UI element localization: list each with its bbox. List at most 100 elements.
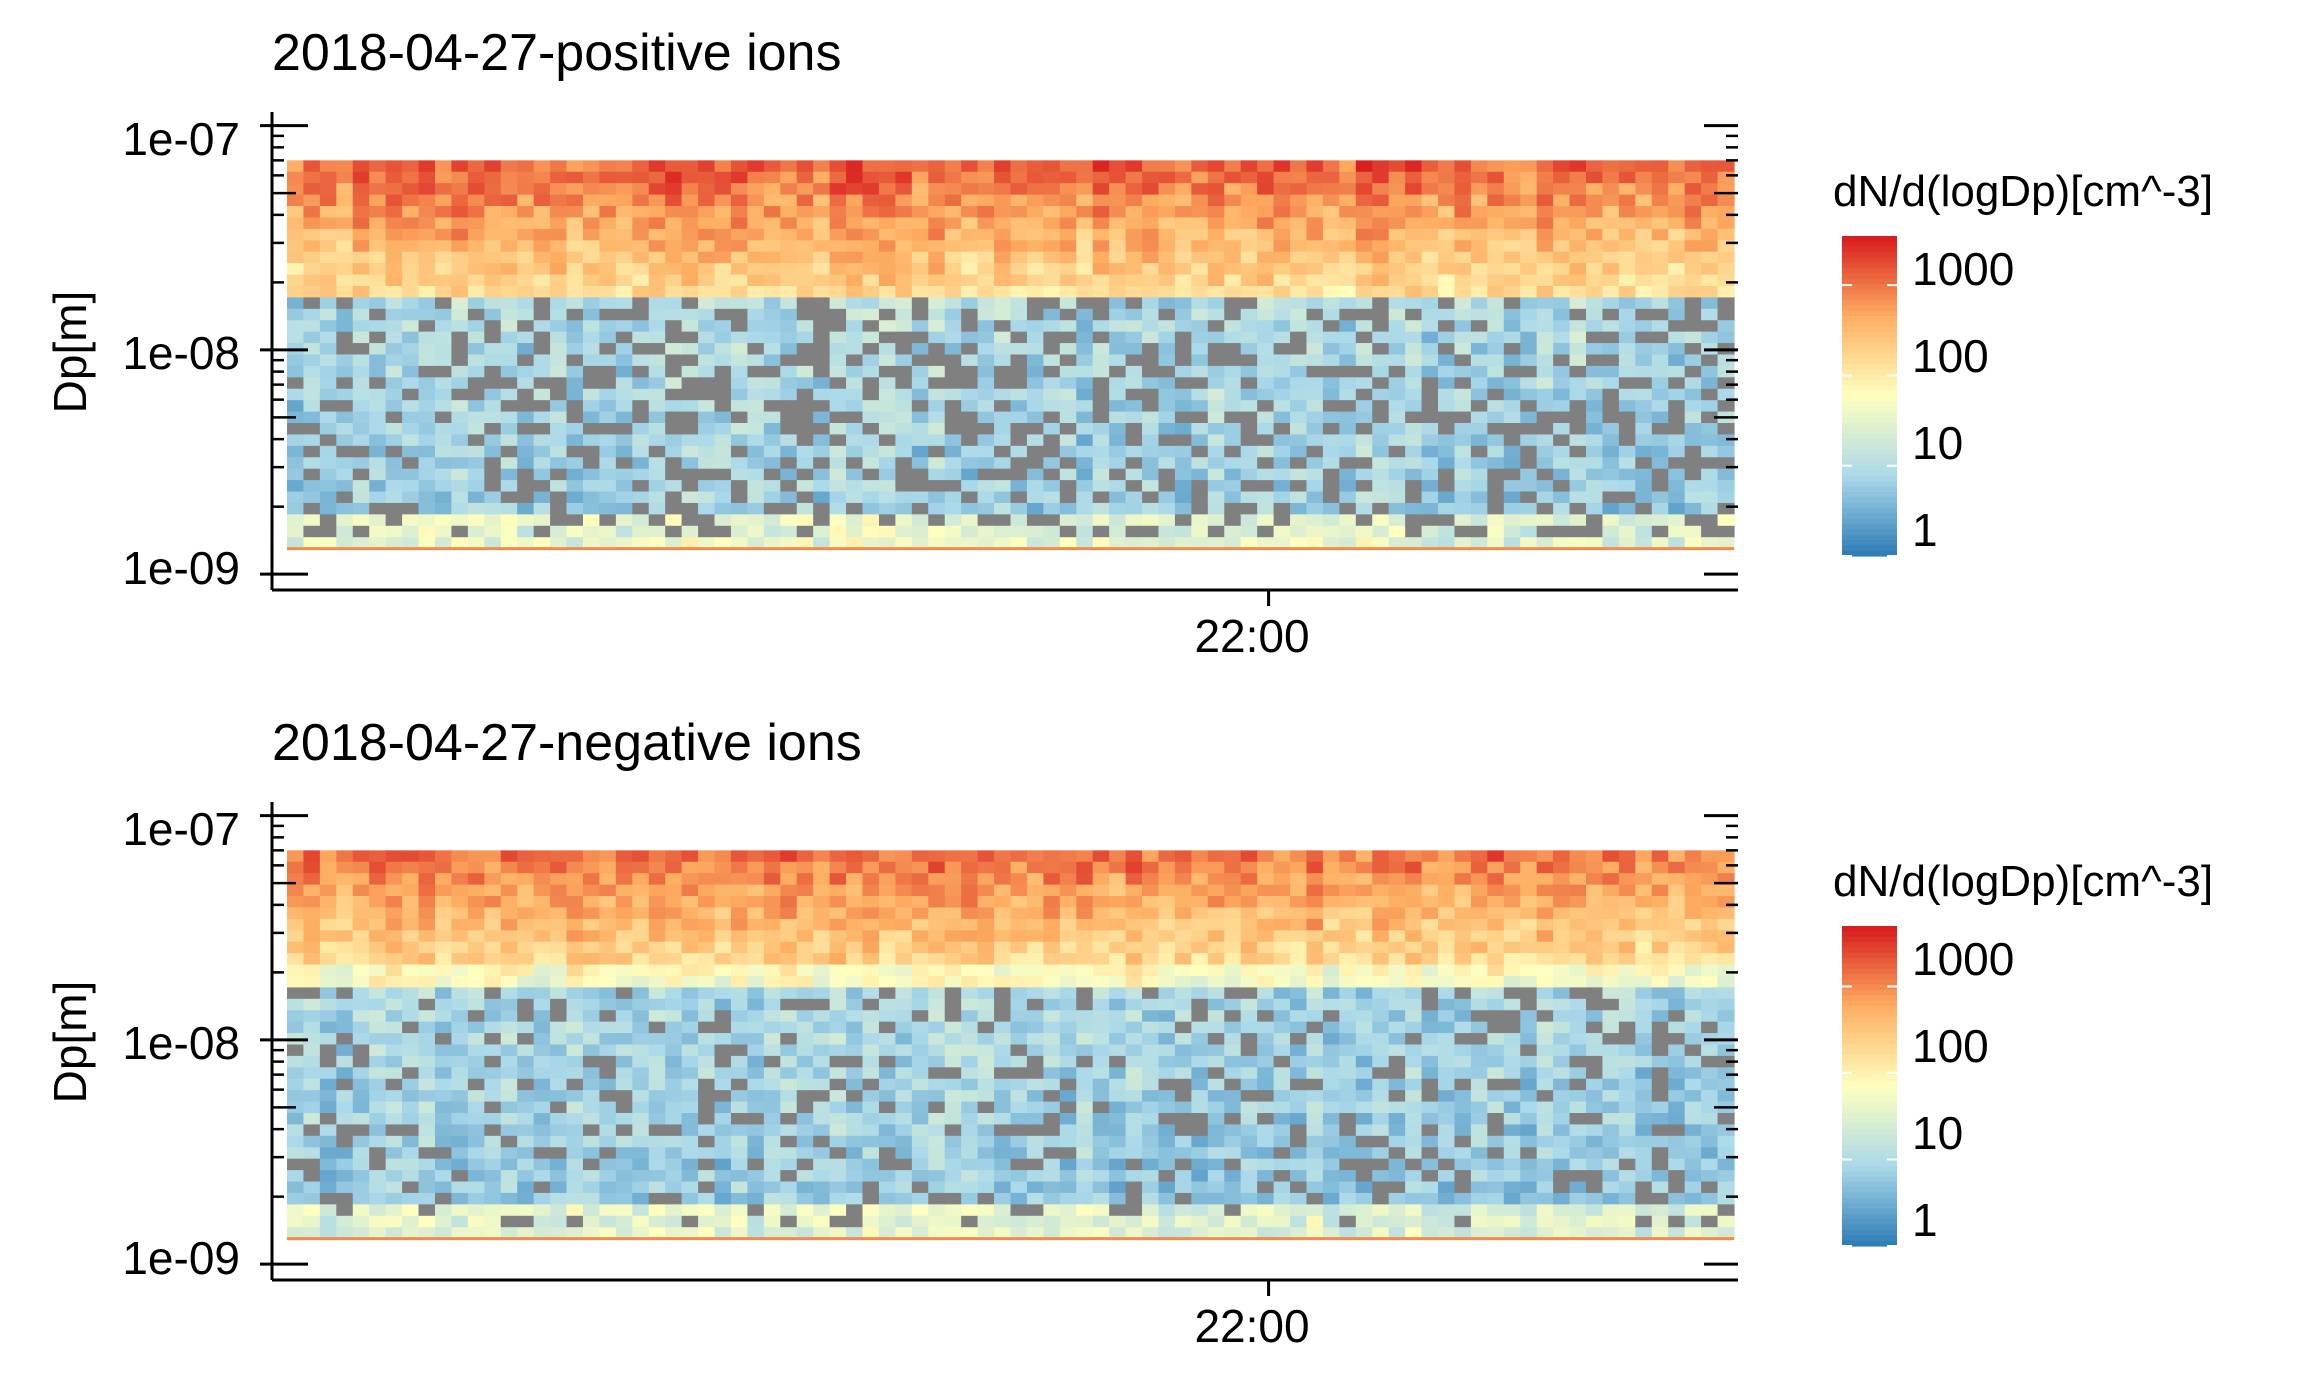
- heatmap-cell: [336, 503, 353, 515]
- heatmap-cell: [1504, 206, 1521, 218]
- heatmap-cell: [616, 252, 633, 264]
- heatmap-cell: [1060, 885, 1077, 897]
- heatmap-cell: [550, 873, 567, 885]
- heatmap-cell: [1372, 526, 1389, 538]
- heatmap-cell: [353, 1147, 370, 1159]
- heatmap-cell: [780, 252, 797, 264]
- heatmap-cell: [1356, 377, 1373, 389]
- heatmap-cell: [1274, 309, 1291, 321]
- heatmap-cell: [1405, 297, 1422, 309]
- heatmap-cell: [665, 514, 682, 526]
- heatmap-cell: [501, 160, 518, 172]
- heatmap-cell: [1076, 1204, 1093, 1216]
- heatmap-cell: [451, 1124, 468, 1136]
- heatmap-cell: [895, 297, 912, 309]
- heatmap-cell: [632, 309, 649, 321]
- heatmap-cell: [567, 423, 584, 435]
- heatmap-cell: [665, 503, 682, 515]
- heatmap-cell: [1422, 240, 1439, 252]
- heatmap-cell: [451, 309, 468, 321]
- heatmap-cell: [1224, 183, 1241, 195]
- heatmap-cell: [780, 160, 797, 172]
- heatmap-cell: [665, 896, 682, 908]
- heatmap-cell: [1060, 217, 1077, 229]
- heatmap-cell: [451, 987, 468, 999]
- heatmap-cell: [649, 526, 666, 538]
- heatmap-cell: [534, 862, 551, 874]
- heatmap-cell: [1685, 492, 1702, 504]
- heatmap-cell: [978, 343, 995, 355]
- heatmap-cell: [780, 492, 797, 504]
- legend-swatch: [1842, 257, 1897, 263]
- heatmap-cell: [1043, 1113, 1060, 1125]
- heatmap-cell: [813, 919, 830, 931]
- heatmap-cell: [715, 1147, 732, 1159]
- heatmap-cell: [583, 240, 600, 252]
- heatmap-cell: [435, 1090, 452, 1102]
- heatmap-cell: [534, 503, 551, 515]
- heatmap-cell: [1158, 1182, 1175, 1194]
- heatmap-cell: [780, 195, 797, 207]
- heatmap-cell: [1504, 446, 1521, 458]
- heatmap-cell: [1142, 217, 1159, 229]
- heatmap-cell: [895, 412, 912, 424]
- heatmap-cell: [1043, 1147, 1060, 1159]
- heatmap-cell: [1356, 492, 1373, 504]
- heatmap-cell: [895, 457, 912, 469]
- heatmap-cell: [978, 850, 995, 862]
- heatmap-cell: [287, 434, 304, 446]
- heatmap-cell: [1454, 377, 1471, 389]
- heatmap-cell: [567, 240, 584, 252]
- heatmap-cell: [1668, 332, 1685, 344]
- heatmap-cell: [320, 1124, 337, 1136]
- heatmap-cell: [895, 1159, 912, 1171]
- heatmap-cell: [1290, 320, 1307, 332]
- heatmap-cell: [303, 229, 320, 241]
- heatmap-cell: [1043, 1056, 1060, 1068]
- heatmap-cell: [698, 965, 715, 977]
- heatmap-cell: [928, 412, 945, 424]
- heatmap-cell: [386, 514, 403, 526]
- heatmap-cell: [813, 1022, 830, 1034]
- heatmap-cell: [879, 297, 896, 309]
- heatmap-cell: [1668, 160, 1685, 172]
- heatmap-cell: [797, 1010, 814, 1022]
- heatmap-cell: [1356, 400, 1373, 412]
- heatmap-cell: [780, 183, 797, 195]
- heatmap-cell: [1109, 896, 1126, 908]
- heatmap-cell: [649, 503, 666, 515]
- heatmap-cell: [583, 252, 600, 264]
- heatmap-cell: [386, 1090, 403, 1102]
- heatmap-cell: [1405, 275, 1422, 287]
- heatmap-cell: [1043, 172, 1060, 184]
- heatmap-cell: [945, 1056, 962, 1068]
- heatmap-cell: [665, 1147, 682, 1159]
- heatmap-cell: [1093, 400, 1110, 412]
- heatmap-cell: [484, 930, 501, 942]
- heatmap-cell: [501, 850, 518, 862]
- heatmap-cell: [386, 1193, 403, 1205]
- heatmap-cell: [369, 275, 386, 287]
- heatmap-cell: [1060, 275, 1077, 287]
- heatmap-cell: [1454, 183, 1471, 195]
- heatmap-cell: [419, 1170, 436, 1182]
- heatmap-cell: [649, 1159, 666, 1171]
- heatmap-cell: [682, 1033, 699, 1045]
- heatmap-cell: [1619, 446, 1636, 458]
- heatmap-cell: [1093, 885, 1110, 897]
- heatmap-cell: [1126, 434, 1143, 446]
- heatmap-cell: [895, 1193, 912, 1205]
- heatmap-cell: [846, 206, 863, 218]
- heatmap-cell: [1454, 389, 1471, 401]
- heatmap-cell: [484, 1113, 501, 1125]
- heatmap-cell: [1126, 930, 1143, 942]
- heatmap-cell: [945, 400, 962, 412]
- heatmap-cell: [1339, 206, 1356, 218]
- heatmap-cell: [1586, 332, 1603, 344]
- heatmap-cell: [616, 320, 633, 332]
- heatmap-cell: [1471, 297, 1488, 309]
- heatmap-cell: [715, 873, 732, 885]
- heatmap-cell: [468, 1079, 485, 1091]
- heatmap-cell: [1241, 446, 1258, 458]
- heatmap-cell: [1011, 1193, 1028, 1205]
